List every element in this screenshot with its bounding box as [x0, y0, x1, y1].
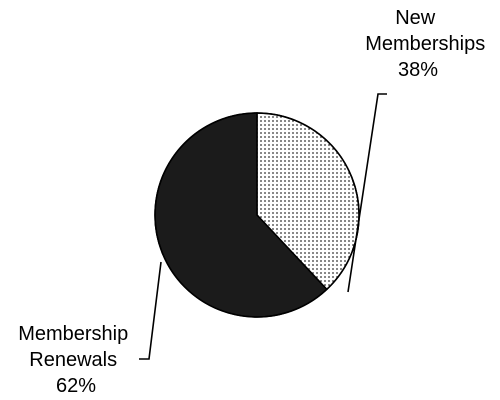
membership-renewals-leader-line: [139, 261, 162, 360]
membership-renewals-label-line1: Membership: [18, 323, 128, 345]
new-memberships-leader-line: [347, 93, 387, 293]
svg-text:New Memberships 38: New Memberships 38%: [365, 7, 491, 81]
new-memberships-label: New Memberships 38%: [347, 7, 491, 293]
membership-renewals-label-line2: Renewals: [29, 349, 117, 371]
pie-slices: [154, 112, 360, 318]
svg-text:Membership Renewals: Membership Renewals 62%: [18, 323, 134, 397]
new-memberships-value-label: 38%: [398, 59, 438, 81]
new-memberships-label-line1: New: [395, 7, 436, 29]
membership-renewals-label: Membership Renewals 62%: [18, 261, 162, 397]
new-memberships-label-line2: Memberships: [365, 33, 485, 55]
membership-renewals-value-label: 62%: [56, 375, 96, 397]
